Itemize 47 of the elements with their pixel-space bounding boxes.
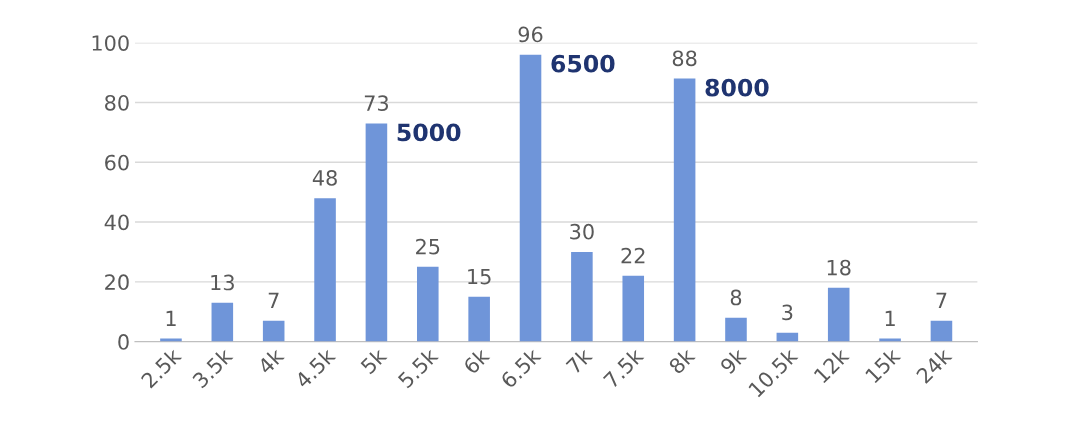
y-tick-label: 0: [118, 334, 129, 350]
data-label: 1: [885, 310, 895, 326]
bar: [571, 251, 593, 342]
x-tick-label: 5k: [359, 346, 388, 375]
data-label: 25: [416, 238, 440, 255]
bar: [417, 266, 439, 342]
annotation: 8000: [705, 78, 769, 97]
data-label: 73: [364, 95, 388, 112]
data-label: 15: [468, 268, 491, 285]
bar: [468, 296, 490, 342]
bar: [262, 320, 285, 342]
x-tick-label: 6k: [462, 346, 491, 375]
x-tick-label: 8k: [667, 346, 696, 375]
data-label: 22: [621, 247, 645, 264]
bar: [314, 198, 336, 342]
data-label: 88: [672, 50, 697, 67]
annotation: 5000: [397, 123, 461, 142]
x-tick-label: 12k: [813, 346, 850, 384]
data-label: 30: [570, 223, 594, 240]
data-label: 8: [730, 289, 742, 306]
data-label: 7: [268, 292, 279, 309]
x-tick-label: 15k: [864, 346, 902, 384]
y-tick-label: 40: [104, 214, 129, 231]
data-label: 96: [518, 26, 543, 43]
x-tick-label: 24k: [915, 346, 953, 384]
x-tick-label: 7k: [565, 346, 594, 375]
data-label: 3: [782, 304, 793, 321]
bar: [930, 320, 953, 342]
annotation: 6500: [551, 54, 615, 73]
data-label: 13: [211, 274, 234, 291]
x-tick-label: 4k: [256, 346, 285, 375]
data-label: 48: [312, 170, 337, 186]
x-tick-label: 9k: [719, 346, 748, 375]
bar: [725, 317, 747, 342]
data-label: 1: [166, 310, 176, 326]
y-tick-label: 100: [92, 35, 129, 51]
y-tick-label: 60: [105, 154, 129, 171]
bar: [519, 54, 542, 342]
y-tick-label: 80: [105, 94, 129, 111]
bar: [365, 123, 388, 342]
y-tick-label: 20: [105, 274, 129, 291]
data-label: 18: [827, 259, 851, 276]
bar: [211, 302, 234, 342]
data-label: 7: [936, 292, 947, 309]
bar: [622, 275, 645, 342]
bar: [673, 78, 696, 342]
bar: [827, 287, 850, 342]
